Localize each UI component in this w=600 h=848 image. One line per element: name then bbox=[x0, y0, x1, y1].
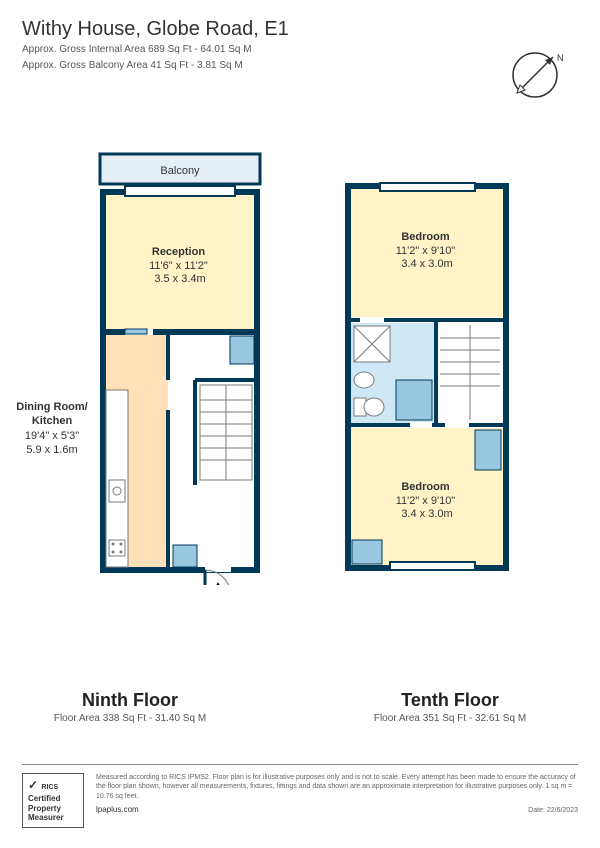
svg-text:Bedroom 11'2" x 9'10": Bedroom 11'2" x 9'10" 3.4 x 3.0m bbox=[396, 231, 459, 270]
tenth-name: Tenth Floor bbox=[300, 690, 600, 711]
site-link: lpaplus.com bbox=[96, 805, 139, 816]
tenth-area: Floor Area 351 Sq Ft - 32.61 Sq M bbox=[300, 713, 600, 724]
floor-plans: Dining Room/ Kitchen 19'4" x 5'3" 5.9 x … bbox=[0, 150, 600, 670]
rics-badge: ✓ RICS Certified Property Measurer bbox=[22, 773, 84, 828]
date: Date: 22/6/2023 bbox=[528, 806, 578, 815]
gross-balcony: Approx. Gross Balcony Area 41 Sq Ft - 3.… bbox=[22, 59, 578, 73]
svg-text:Bedroom 11'2" x 9'10": Bedroom 11'2" x 9'10" 3.4 x 3.0m bbox=[396, 481, 459, 520]
page-title: Withy House, Globe Road, E1 bbox=[22, 18, 578, 41]
svg-text:Reception 11'6" x 11'2: Reception 11'6" x 11'2" 3.5 x 3.4m bbox=[149, 246, 211, 285]
tenth-floor-plan: Bedroom 11'2" x 9'10" 3.4 x 3.0m bbox=[340, 180, 515, 585]
footer: ✓ RICS Certified Property Measurer Measu… bbox=[22, 764, 578, 828]
ninth-floor-plan: Balcony Reception 11'6" x 11'2" 3.5 x 3.… bbox=[95, 150, 270, 590]
disclaimer: Measured according to RICS IPMS2. Floor … bbox=[96, 773, 578, 816]
floor-captions: Ninth Floor Floor Area 338 Sq Ft - 31.40… bbox=[0, 680, 600, 724]
compass-n: N bbox=[557, 53, 564, 63]
ninth-area: Floor Area 338 Sq Ft - 31.40 Sq M bbox=[0, 713, 280, 724]
gross-internal: Approx. Gross Internal Area 689 Sq Ft - … bbox=[22, 43, 578, 57]
ninth-name: Ninth Floor bbox=[0, 690, 280, 711]
kitchen-label: Dining Room/ Kitchen 19'4" x 5'3" 5.9 x … bbox=[8, 400, 96, 457]
balcony-label: Balcony bbox=[160, 165, 200, 177]
compass-icon: N bbox=[505, 45, 565, 105]
